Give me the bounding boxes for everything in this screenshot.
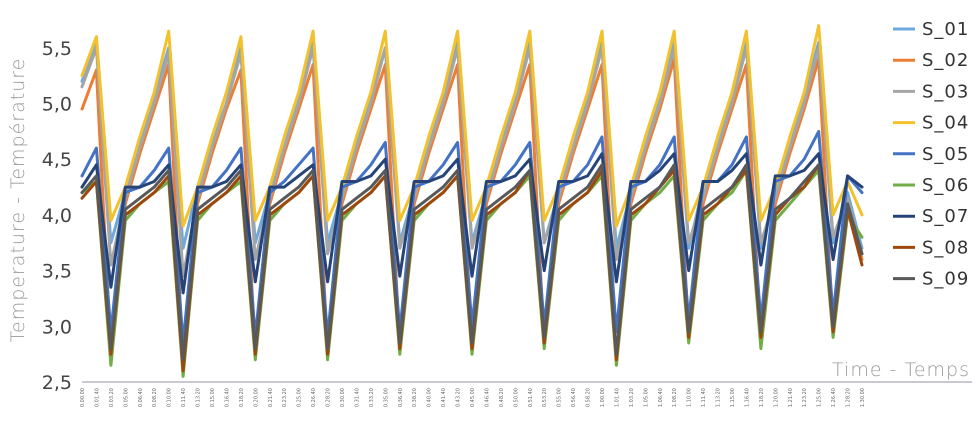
legend-item: S_01 — [893, 19, 969, 40]
y-tick-label: 3,5 — [42, 261, 72, 283]
legend-item: S_09 — [893, 269, 969, 290]
x-tick-label: 0.06.40 — [138, 388, 144, 407]
y-tick-label: 5,0 — [42, 94, 72, 116]
legend-label: S_02 — [922, 50, 969, 71]
x-tick-label: 0.11.40 — [181, 388, 187, 407]
legend-item: S_06 — [893, 175, 969, 196]
x-tick-label: 0.20.00 — [253, 388, 259, 407]
y-axis-title: Temperature - Température — [7, 58, 29, 343]
y-tick-label: 4,0 — [42, 205, 72, 227]
x-tick-label: 0.55.00 — [557, 388, 563, 407]
legend-label: S_03 — [922, 81, 969, 102]
x-tick-label: 0.23.20 — [282, 388, 288, 407]
legend-label: S_08 — [922, 237, 969, 258]
x-tick-label: 1.21.40 — [788, 388, 794, 407]
legend-item: S_03 — [893, 81, 969, 102]
series-line-s-04 — [80, 24, 864, 228]
x-tick-label: 0.18.20 — [239, 388, 245, 407]
x-tick-label: 1.05.00 — [643, 388, 649, 407]
legend-label: S_09 — [922, 269, 969, 290]
y-axis: 2,5 3,0 3,5 4,0 4,5 5,0 5,5 — [42, 38, 72, 394]
y-tick-label: 3,0 — [42, 316, 72, 338]
x-tick-label: 1.03.20 — [629, 388, 635, 407]
series-lines — [80, 24, 864, 378]
x-tick-label: 0.16.40 — [224, 388, 230, 407]
x-tick-label: 0.40.00 — [427, 388, 433, 407]
x-tick-label: 0.53.20 — [542, 388, 548, 407]
x-tick-label: 0.58.20 — [586, 388, 592, 407]
legend-label: S_05 — [922, 144, 969, 165]
series-line-s-07 — [80, 152, 864, 295]
legend-item: S_07 — [893, 206, 969, 227]
x-tick-label: 1.08.20 — [672, 388, 678, 407]
x-tick-label: 0.51.40 — [528, 388, 534, 407]
x-tick-label: 0.01.40 — [94, 388, 100, 407]
x-tick-label: 0.33.20 — [369, 388, 375, 407]
x-tick-label: 1.30.00 — [860, 388, 866, 407]
x-tick-label: 1.28.20 — [846, 388, 852, 407]
x-tick-label: 0.26.40 — [311, 388, 317, 407]
y-tick-label: 2,5 — [42, 372, 72, 394]
legend-label: S_01 — [922, 19, 969, 40]
x-tick-label: 1.06.40 — [658, 388, 664, 407]
legend-item: S_02 — [893, 50, 969, 71]
y-tick-label: 5,5 — [42, 38, 72, 60]
legend-item: S_04 — [893, 113, 969, 134]
x-tick-label: 0.48.20 — [499, 388, 505, 407]
x-tick-label: 1.25.00 — [817, 388, 823, 407]
x-tick-label: 0.35.00 — [383, 388, 389, 407]
x-tick-label: 0.28.20 — [326, 388, 332, 407]
x-tick-label: 0.10.00 — [167, 388, 173, 407]
x-axis: 0.00.00 0.01.40 0.03.20 0.05.00 0.06.40 0.08.… — [80, 388, 866, 407]
x-tick-label: 0.13.20 — [196, 388, 202, 407]
x-tick-label: 1.26.40 — [831, 388, 837, 407]
x-tick-label: 0.30.00 — [340, 388, 346, 407]
legend-item: S_05 — [893, 144, 969, 165]
series-line-s-09 — [80, 163, 864, 362]
x-tick-label: 0.00.00 — [80, 388, 86, 407]
x-tick-label: 0.05.00 — [123, 388, 129, 407]
x-tick-label: 0.50.00 — [513, 388, 519, 407]
x-tick-label: 0.31.40 — [354, 388, 360, 407]
legend: S_01 S_02 S_03 S_04 S_05 S_06 S_07 S_08 S_09 — [893, 19, 969, 290]
x-tick-label: 1.11.40 — [701, 388, 707, 407]
x-tick-label: 0.38.20 — [412, 388, 418, 407]
x-tick-label: 0.08.20 — [152, 388, 158, 407]
x-tick-label: 1.10.00 — [687, 388, 693, 407]
legend-label: S_07 — [922, 206, 969, 227]
x-tick-label: 0.46.40 — [484, 388, 490, 407]
x-tick-label: 0.21.40 — [268, 388, 274, 407]
x-tick-label: 1.15.00 — [730, 388, 736, 407]
x-tick-label: 1.00.00 — [600, 388, 606, 407]
x-tick-label: 0.15.00 — [210, 388, 216, 407]
series-line-s-03 — [80, 46, 864, 278]
x-tick-label: 1.13.20 — [716, 388, 722, 407]
x-tick-label: 0.43.20 — [456, 388, 462, 407]
x-tick-label: 0.41.40 — [441, 388, 447, 407]
x-tick-label: 1.01.40 — [614, 388, 620, 407]
y-tick-label: 4,5 — [42, 149, 72, 171]
x-tick-label: 0.56.40 — [571, 388, 577, 407]
x-tick-label: 1.16.40 — [744, 388, 750, 407]
x-axis-title: Time - Temps — [832, 359, 970, 381]
x-tick-label: 1.20.00 — [773, 388, 779, 407]
x-tick-label: 1.23.20 — [802, 388, 808, 407]
x-tick-label: 1.18.20 — [759, 388, 765, 407]
legend-item: S_08 — [893, 237, 969, 258]
x-tick-label: 0.03.20 — [109, 388, 115, 407]
x-tick-label: 0.36.40 — [398, 388, 404, 407]
x-tick-label: 0.45.00 — [470, 388, 476, 407]
x-tick-label: 0.25.00 — [297, 388, 303, 407]
legend-label: S_04 — [922, 113, 969, 134]
legend-label: S_06 — [922, 175, 969, 196]
